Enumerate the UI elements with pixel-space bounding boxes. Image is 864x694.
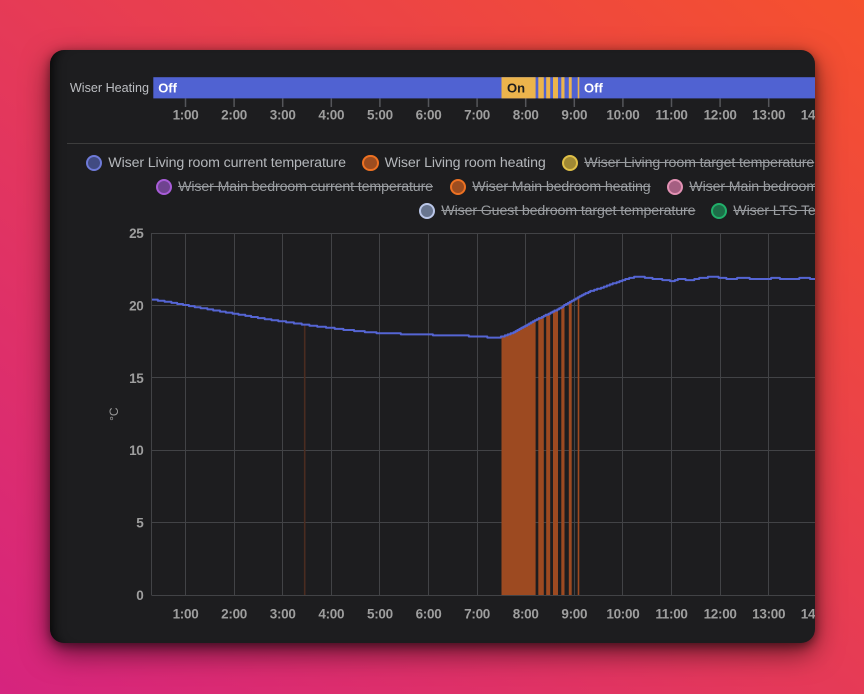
svg-text:13:00: 13:00 — [752, 607, 785, 622]
svg-text:Off: Off — [584, 80, 603, 95]
svg-text:°C: °C — [107, 407, 121, 421]
svg-text:3:00: 3:00 — [270, 607, 296, 622]
svg-text:5: 5 — [136, 516, 144, 531]
svg-text:6:00: 6:00 — [416, 108, 442, 123]
svg-text:0: 0 — [136, 588, 143, 603]
svg-text:12:00: 12:00 — [704, 108, 737, 123]
svg-text:10:00: 10:00 — [606, 607, 639, 622]
svg-text:3:00: 3:00 — [270, 108, 296, 123]
svg-text:1:00: 1:00 — [173, 108, 199, 123]
svg-text:15: 15 — [129, 371, 144, 386]
svg-text:14:00: 14:00 — [801, 108, 815, 123]
svg-text:2:00: 2:00 — [221, 108, 247, 123]
svg-text:6:00: 6:00 — [416, 607, 442, 622]
svg-text:4:00: 4:00 — [318, 607, 344, 622]
svg-text:20: 20 — [129, 298, 143, 313]
svg-text:4:00: 4:00 — [318, 108, 344, 123]
svg-text:12:00: 12:00 — [704, 607, 737, 622]
svg-text:10:00: 10:00 — [606, 108, 639, 123]
svg-text:14:00: 14:00 — [801, 607, 815, 622]
svg-text:1:00: 1:00 — [173, 607, 199, 622]
svg-text:8:00: 8:00 — [513, 607, 539, 622]
svg-text:25: 25 — [129, 226, 144, 241]
svg-text:Wiser Heating: Wiser Heating — [70, 81, 149, 95]
svg-text:5:00: 5:00 — [367, 108, 393, 123]
svg-text:13:00: 13:00 — [752, 108, 785, 123]
svg-text:11:00: 11:00 — [655, 607, 687, 622]
svg-text:2:00: 2:00 — [221, 607, 247, 622]
svg-text:11:00: 11:00 — [655, 108, 687, 123]
svg-text:10: 10 — [129, 443, 143, 458]
svg-text:7:00: 7:00 — [464, 108, 490, 123]
svg-text:8:00: 8:00 — [513, 108, 539, 123]
svg-text:7:00: 7:00 — [464, 607, 490, 622]
svg-text:On: On — [507, 80, 525, 95]
svg-text:5:00: 5:00 — [367, 607, 393, 622]
svg-text:9:00: 9:00 — [561, 607, 587, 622]
svg-text:9:00: 9:00 — [561, 108, 587, 123]
svg-text:Off: Off — [158, 80, 177, 95]
